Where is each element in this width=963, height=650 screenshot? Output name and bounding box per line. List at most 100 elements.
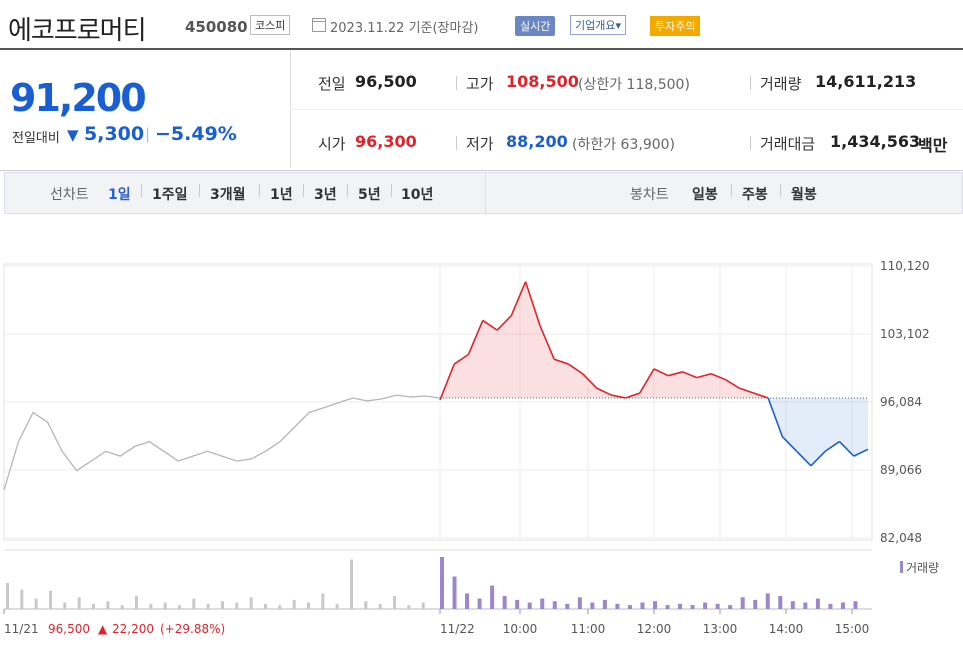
area-fill <box>482 320 498 398</box>
area-fill <box>696 373 712 398</box>
realtime-button[interactable]: 실시간 <box>515 16 556 36</box>
separator <box>199 184 200 197</box>
today-line-segment <box>567 363 584 375</box>
low-label: 저가 <box>466 135 494 153</box>
volume-bar <box>206 603 210 609</box>
volume-bar <box>778 596 783 609</box>
separator <box>347 184 348 197</box>
open-label: 시가 <box>318 135 346 153</box>
today-line-segment <box>482 319 498 331</box>
today-line-segment <box>611 394 626 399</box>
period-bar-divider <box>485 173 486 213</box>
volume-bar <box>715 603 720 609</box>
today-line-segment <box>753 392 769 399</box>
volume-bar <box>393 596 396 609</box>
today-line-segment <box>668 371 683 377</box>
volume-bar <box>120 605 124 609</box>
down-arrow-icon: ▼ <box>67 126 79 144</box>
volume-bar <box>6 583 9 609</box>
volume-bar <box>540 598 545 609</box>
volume-bar <box>502 596 507 609</box>
volume-bar <box>678 603 683 609</box>
today-line-segment <box>838 441 855 457</box>
area-fill <box>853 397 868 457</box>
period-10y[interactable]: 10년 <box>401 187 434 203</box>
area-fill <box>796 397 811 466</box>
today-line-segment <box>824 440 840 452</box>
today-line-segment <box>710 373 726 381</box>
volume-bar <box>407 605 411 609</box>
period-bar <box>4 172 963 214</box>
volume-bar <box>703 602 708 609</box>
volume-bar <box>364 601 368 609</box>
candle-weekly[interactable]: 주봉 <box>742 187 768 203</box>
today-line-segment <box>539 324 555 360</box>
volume-bar <box>653 601 657 609</box>
change-percent: −5.49% <box>155 123 237 145</box>
prev-day-line <box>3 394 441 491</box>
change-label: 전일대비 <box>12 131 60 146</box>
area-fill <box>525 281 540 398</box>
period-1y[interactable]: 1년 <box>270 187 293 203</box>
prev-close-label: 전일 <box>318 75 346 93</box>
volume-bar <box>421 602 425 609</box>
period-1w[interactable]: 1주일 <box>152 187 188 203</box>
volume-bar <box>552 601 557 609</box>
x-tick-label: 11/22 <box>440 622 475 636</box>
stock-code: 450080 <box>185 18 248 36</box>
volume-bar <box>840 602 845 609</box>
area-fill <box>839 397 854 457</box>
candle-monthly[interactable]: 월봉 <box>791 187 817 203</box>
today-line-segment <box>810 450 826 467</box>
today-line-segment <box>625 392 640 399</box>
x-tick-label: 12:00 <box>637 622 672 636</box>
calendar-icon <box>312 18 326 32</box>
company-info-dropdown[interactable]: 기업개요▾ <box>570 15 627 35</box>
separator <box>303 184 304 197</box>
price-chart: 110,120 103,102 96,084 89,066 82,048 거래량 11/21… <box>3 259 939 636</box>
area-fill <box>825 397 840 452</box>
high-label: 고가 <box>466 75 494 93</box>
volume-bar <box>515 599 520 609</box>
volume-bar <box>135 596 138 609</box>
investment-warning-badge: 투자주의 <box>650 16 701 36</box>
period-3m[interactable]: 3개월 <box>210 187 246 203</box>
low-value: 88,200 <box>506 132 568 151</box>
volume-bar <box>63 602 67 609</box>
volume-bar <box>577 597 582 609</box>
today-line-segment <box>596 387 612 396</box>
today-line-segment <box>853 448 869 457</box>
separator <box>141 184 142 197</box>
y-tick-label: 89,066 <box>880 463 922 477</box>
volume-bar <box>490 585 495 609</box>
volume-bar <box>828 603 833 609</box>
area-fill <box>782 397 797 452</box>
volume-bar <box>565 603 570 609</box>
y-tick-label: 96,084 <box>880 395 922 409</box>
separator <box>780 184 781 197</box>
volume-bar <box>690 605 695 609</box>
high-value: 108,500 <box>506 72 579 91</box>
today-line-segment <box>496 315 512 331</box>
separator <box>750 76 751 90</box>
period-1d[interactable]: 1일 <box>108 187 131 203</box>
candle-chart-label: 봉차트 <box>630 187 669 203</box>
market-badge: 코스피 <box>250 15 291 35</box>
x-tick-label: 13:00 <box>703 622 738 636</box>
period-5y[interactable]: 5년 <box>358 187 381 203</box>
today-line-segment <box>767 397 784 438</box>
area-fill <box>468 320 483 398</box>
period-3y[interactable]: 3년 <box>314 187 337 203</box>
volume-bar <box>350 559 353 609</box>
x-tick-label: 14:00 <box>769 622 804 636</box>
today-line-segment <box>696 372 712 379</box>
change-amount: 5,300 <box>84 123 145 145</box>
quote-panel <box>0 48 963 171</box>
trade-value-label: 거래대금 <box>760 135 816 153</box>
candle-daily[interactable]: 일봉 <box>692 187 718 203</box>
area-fill <box>511 281 526 398</box>
volume-bar <box>20 589 24 609</box>
area-fill <box>454 354 469 398</box>
trade-value: 1,434,563 <box>830 132 921 151</box>
area-fill <box>654 368 669 398</box>
